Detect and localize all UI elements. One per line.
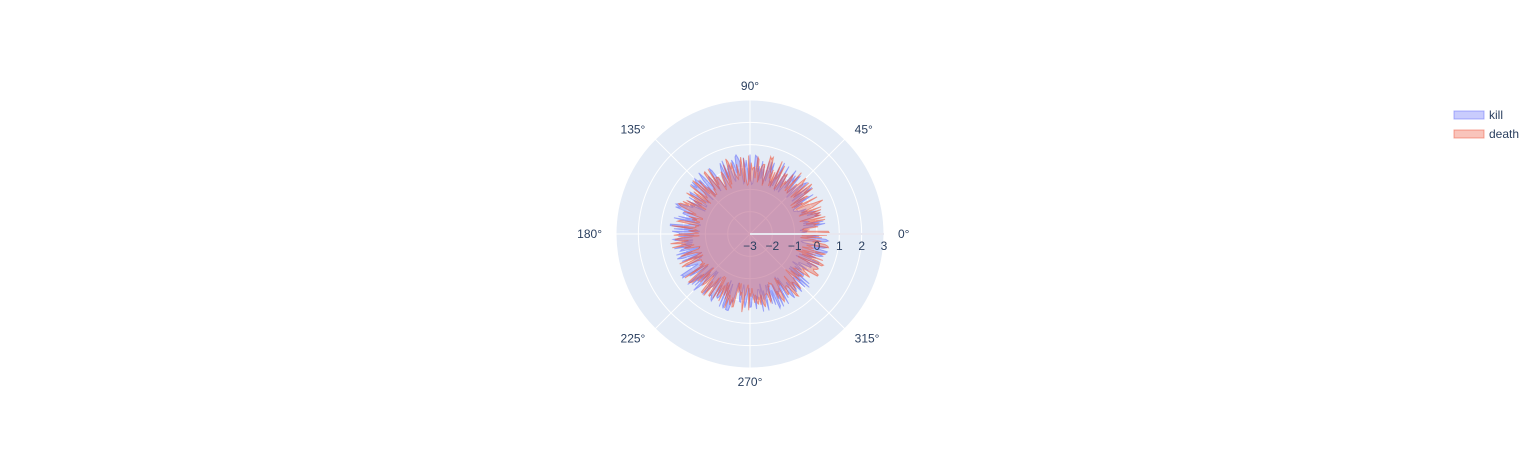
legend-label-death: death: [1489, 127, 1519, 141]
legend-swatch-death: [1453, 129, 1485, 139]
radial-tick-labels: −3 −2 −1 0 1 2 3: [743, 239, 888, 253]
angular-tick-label: 90°: [741, 79, 759, 93]
angular-grid-spoke-7: [749, 233, 846, 330]
legend[interactable]: kill death: [1453, 108, 1519, 141]
series-area-death: [670, 154, 830, 313]
angular-tick-label: 315°: [855, 332, 880, 346]
radial-tick-label: −1: [788, 239, 802, 253]
polar-series-layer: [669, 153, 830, 313]
legend-label-kill: kill: [1489, 108, 1503, 122]
angular-tick-label: 180°: [577, 227, 602, 241]
radial-tick-label: 3: [881, 239, 888, 253]
radial-tick-label: 2: [858, 239, 865, 253]
angular-tick-label: 45°: [855, 122, 873, 136]
radial-tick-label: 0: [814, 239, 821, 253]
angular-tick-label: 270°: [738, 375, 763, 389]
legend-item-death[interactable]: death: [1453, 127, 1519, 141]
legend-item-kill[interactable]: kill: [1453, 108, 1503, 122]
angular-tick-label: 225°: [621, 332, 646, 346]
angular-grid-spoke-1: [749, 138, 846, 235]
angular-grid-spoke-3: [654, 138, 751, 235]
angular-tick-labels: 0° 45° 90° 135° 180° 225° 270° 315°: [577, 79, 910, 389]
radial-tick-label: −3: [743, 239, 757, 253]
radial-tick-label: 1: [836, 239, 843, 253]
radial-tick-label: −2: [765, 239, 779, 253]
angular-tick-label: 135°: [621, 122, 646, 136]
legend-swatch-kill: [1453, 110, 1485, 120]
angular-tick-label: 0°: [898, 227, 910, 241]
